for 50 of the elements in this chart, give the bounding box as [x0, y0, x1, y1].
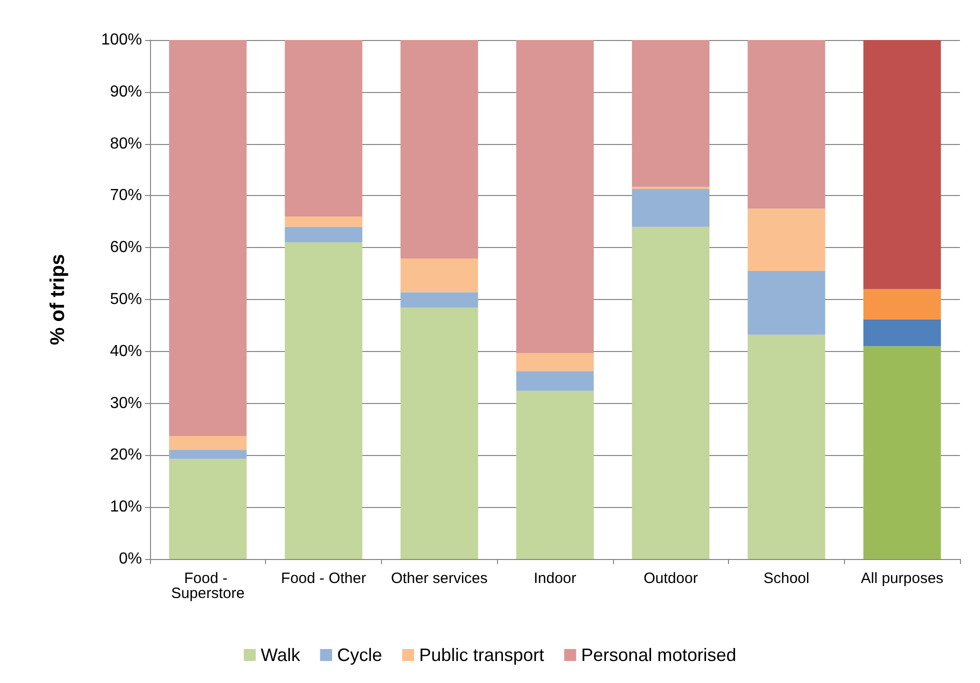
- y-tick-label: 30%: [110, 394, 142, 412]
- bar: [169, 450, 247, 459]
- bar: [169, 458, 247, 559]
- bar: [400, 258, 478, 292]
- bar: [284, 242, 362, 559]
- bar: [748, 40, 826, 209]
- bar: [516, 371, 594, 391]
- legend-label: Cycle: [337, 645, 382, 665]
- bar: [632, 188, 710, 227]
- y-tick-label: 90%: [110, 83, 142, 100]
- bar: [400, 292, 478, 308]
- bar: [632, 226, 710, 559]
- bar: [169, 40, 247, 436]
- y-tick-label: 0%: [118, 550, 142, 568]
- bar: [748, 208, 826, 271]
- legend-label: Public transport: [419, 645, 544, 665]
- bar: [863, 40, 941, 290]
- x-tick-label: School: [763, 570, 810, 587]
- y-tick-label: 10%: [110, 498, 142, 516]
- bar: [863, 319, 941, 346]
- y-tick-label: 50%: [110, 291, 142, 308]
- bar: [284, 216, 362, 227]
- bar: [400, 308, 478, 559]
- x-tick-label: Other services: [390, 570, 488, 587]
- y-tick-label: 80%: [110, 135, 142, 152]
- legend-label: Personal motorised: [581, 645, 736, 665]
- bar: [516, 390, 594, 559]
- bar: [516, 352, 594, 372]
- x-tick-label: Food - Superstore: [171, 570, 245, 602]
- y-axis-title: % of trips: [47, 254, 69, 346]
- x-tick-label: Outdoor: [644, 570, 698, 587]
- y-tick-label: 20%: [110, 446, 142, 464]
- bar: [863, 346, 941, 559]
- bar: [863, 289, 941, 320]
- x-tick-label: All purposes: [860, 570, 944, 587]
- bar: [169, 436, 247, 450]
- y-tick-label: 60%: [110, 239, 142, 256]
- bar: [748, 270, 826, 335]
- legend-label: Walk: [260, 645, 302, 665]
- y-tick-label: 40%: [110, 342, 142, 360]
- x-tick-label: Indoor: [534, 570, 576, 587]
- bar: [284, 226, 362, 242]
- y-tick-label: 70%: [110, 187, 142, 204]
- bar: [632, 40, 710, 187]
- y-tick-label: 100%: [101, 32, 142, 48]
- bar: [516, 40, 594, 353]
- bar: [748, 334, 826, 559]
- bar: [400, 40, 478, 258]
- x-tick-label: Food - Other: [281, 570, 366, 587]
- bar: [284, 40, 362, 216]
